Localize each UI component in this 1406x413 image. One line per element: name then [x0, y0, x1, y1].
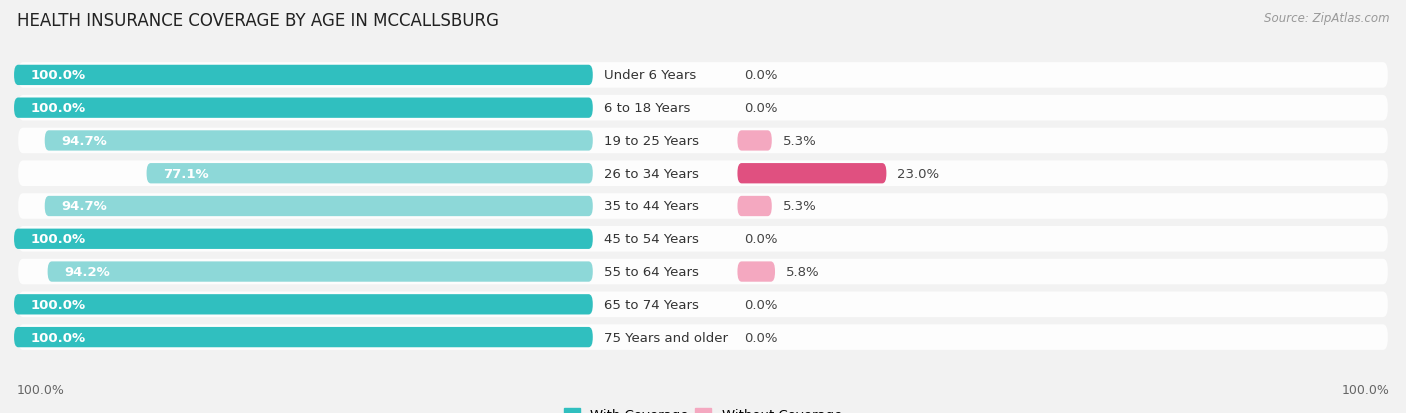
Text: 26 to 34 Years: 26 to 34 Years	[603, 167, 699, 180]
Text: 5.3%: 5.3%	[783, 135, 817, 147]
Text: 100.0%: 100.0%	[31, 233, 86, 246]
Text: 6 to 18 Years: 6 to 18 Years	[603, 102, 690, 115]
Text: 75 Years and older: 75 Years and older	[603, 331, 728, 344]
Text: 100.0%: 100.0%	[31, 102, 86, 115]
FancyBboxPatch shape	[14, 294, 593, 315]
Text: Under 6 Years: Under 6 Years	[603, 69, 696, 82]
Text: 94.7%: 94.7%	[62, 200, 107, 213]
Text: 5.8%: 5.8%	[786, 266, 820, 278]
Text: 45 to 54 Years: 45 to 54 Years	[603, 233, 699, 246]
Text: 55 to 64 Years: 55 to 64 Years	[603, 266, 699, 278]
Legend: With Coverage, Without Coverage: With Coverage, Without Coverage	[558, 402, 848, 413]
FancyBboxPatch shape	[738, 131, 772, 151]
Text: Source: ZipAtlas.com: Source: ZipAtlas.com	[1264, 12, 1389, 25]
FancyBboxPatch shape	[48, 262, 593, 282]
FancyBboxPatch shape	[18, 292, 1388, 317]
Text: 65 to 74 Years: 65 to 74 Years	[603, 298, 699, 311]
Text: 100.0%: 100.0%	[31, 298, 86, 311]
FancyBboxPatch shape	[738, 262, 775, 282]
Text: 100.0%: 100.0%	[17, 384, 65, 396]
Text: 94.2%: 94.2%	[65, 266, 110, 278]
Text: 0.0%: 0.0%	[744, 233, 778, 246]
Text: 77.1%: 77.1%	[163, 167, 208, 180]
FancyBboxPatch shape	[18, 96, 1388, 121]
FancyBboxPatch shape	[18, 194, 1388, 219]
Text: 94.7%: 94.7%	[62, 135, 107, 147]
FancyBboxPatch shape	[14, 66, 593, 86]
FancyBboxPatch shape	[18, 226, 1388, 252]
Text: 0.0%: 0.0%	[744, 331, 778, 344]
FancyBboxPatch shape	[18, 128, 1388, 154]
FancyBboxPatch shape	[18, 63, 1388, 88]
Text: 0.0%: 0.0%	[744, 102, 778, 115]
Text: 23.0%: 23.0%	[897, 167, 939, 180]
FancyBboxPatch shape	[738, 196, 772, 217]
FancyBboxPatch shape	[18, 259, 1388, 285]
FancyBboxPatch shape	[18, 325, 1388, 350]
Text: 5.3%: 5.3%	[783, 200, 817, 213]
Text: 0.0%: 0.0%	[744, 298, 778, 311]
Text: 35 to 44 Years: 35 to 44 Years	[603, 200, 699, 213]
FancyBboxPatch shape	[738, 164, 886, 184]
FancyBboxPatch shape	[18, 161, 1388, 187]
FancyBboxPatch shape	[14, 98, 593, 119]
Text: 100.0%: 100.0%	[1341, 384, 1389, 396]
Text: HEALTH INSURANCE COVERAGE BY AGE IN MCCALLSBURG: HEALTH INSURANCE COVERAGE BY AGE IN MCCA…	[17, 12, 499, 30]
FancyBboxPatch shape	[45, 131, 593, 151]
FancyBboxPatch shape	[146, 164, 593, 184]
FancyBboxPatch shape	[45, 196, 593, 217]
Text: 100.0%: 100.0%	[31, 69, 86, 82]
Text: 0.0%: 0.0%	[744, 69, 778, 82]
FancyBboxPatch shape	[14, 229, 593, 249]
Text: 100.0%: 100.0%	[31, 331, 86, 344]
FancyBboxPatch shape	[14, 327, 593, 347]
Text: 19 to 25 Years: 19 to 25 Years	[603, 135, 699, 147]
